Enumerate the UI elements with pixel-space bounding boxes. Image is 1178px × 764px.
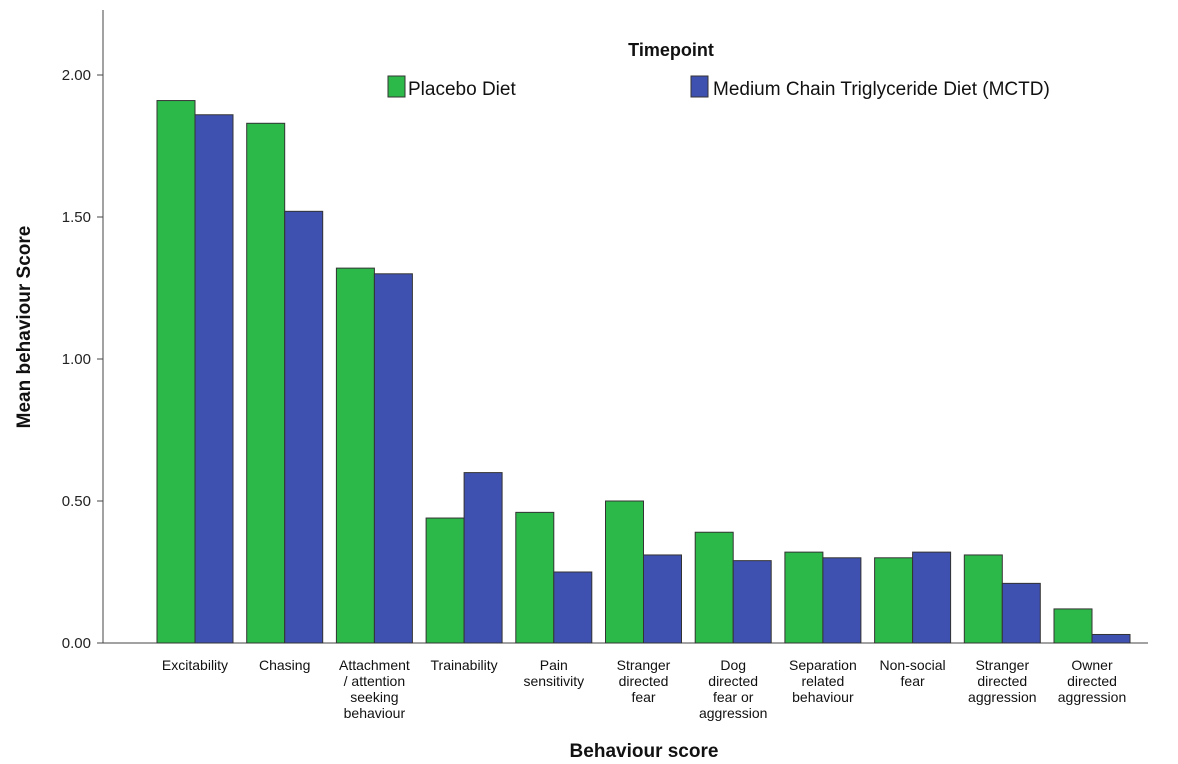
x-tick-label: Chasing (259, 657, 310, 673)
bar-placebo (156, 100, 196, 644)
legend-title: Timepoint (628, 40, 714, 60)
bar-mctd (912, 551, 952, 644)
bar-mctd (643, 554, 682, 644)
bar-mctd (732, 560, 772, 644)
y-tick-label: 0.50 (62, 493, 91, 510)
bar-mctd (373, 273, 413, 644)
x-tick-label: Stranger directed fear (617, 657, 671, 705)
y-axis: 0.00 0.50 1.00 1.50 2.00 (62, 10, 104, 652)
bar-mctd (553, 571, 593, 644)
bar-placebo (874, 557, 914, 644)
x-tick-label: Attachment / attention seeking behaviour (339, 657, 410, 721)
bar-placebo (246, 122, 286, 644)
bar-mctd (284, 210, 324, 644)
x-tick-label: Excitability (162, 657, 228, 673)
y-axis-title: Mean behaviour Score (14, 226, 35, 429)
y-tick-label: 2.00 (62, 67, 91, 84)
bar-mctd (822, 557, 862, 644)
legend: Timepoint Placebo Diet Medium Chain Trig… (387, 40, 1050, 100)
legend-swatch-placebo (387, 75, 406, 98)
bar-mctd (194, 114, 234, 644)
x-tick-label: Trainability (431, 657, 498, 673)
x-axis-title: Behaviour score (570, 741, 719, 762)
bar-placebo (1053, 608, 1093, 644)
x-tick-label: Separation related behaviour (789, 657, 857, 705)
legend-label-placebo: Placebo Diet (408, 79, 516, 100)
bar-placebo (605, 500, 644, 644)
x-tick-label: Pain sensitivity (523, 657, 584, 689)
bar-mctd (1091, 633, 1131, 644)
legend-label-mctd: Medium Chain Triglyceride Diet (MCTD) (713, 79, 1050, 100)
y-tick-label: 1.50 (62, 209, 91, 226)
x-tick-label: Stranger directed aggression (968, 657, 1037, 705)
bars (156, 100, 1131, 644)
bar-placebo (515, 511, 555, 644)
y-tick-label: 0.00 (62, 635, 91, 652)
x-tick-label: Non-social fear (880, 657, 946, 689)
bar-placebo (784, 551, 824, 644)
bar-placebo (694, 531, 734, 644)
legend-swatch-mctd (690, 75, 709, 98)
y-tick-label: 1.00 (62, 351, 91, 368)
bar-placebo (963, 554, 1003, 644)
bar-placebo (425, 517, 465, 644)
bar-placebo (335, 267, 375, 644)
category-labels: Excitability Chasing Attachment / attention… (162, 657, 1126, 721)
x-tick-label: Owner directed aggression (1058, 657, 1127, 705)
x-tick-label: Dog directed fear or aggression (699, 657, 768, 721)
bar-mctd (1001, 582, 1041, 644)
bar-mctd (463, 472, 503, 644)
